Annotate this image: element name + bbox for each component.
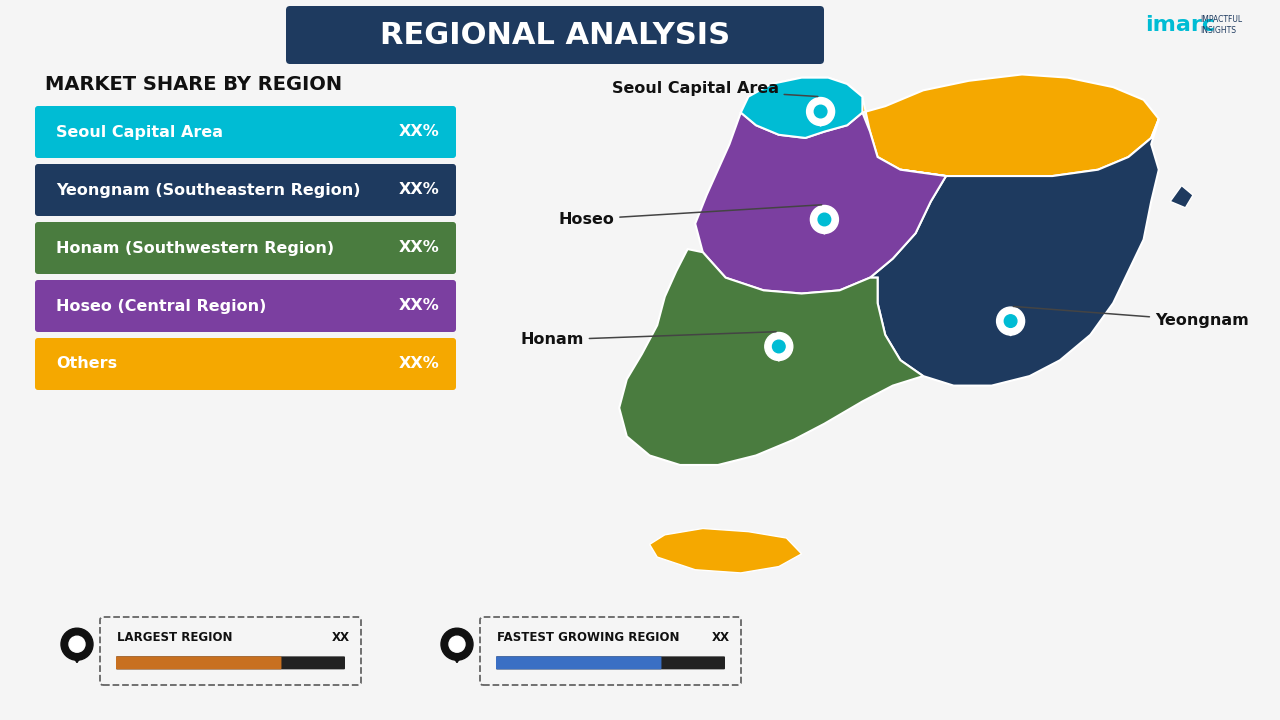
FancyBboxPatch shape: [35, 222, 456, 274]
Circle shape: [449, 636, 465, 652]
Text: Hoseo: Hoseo: [558, 204, 822, 227]
Polygon shape: [741, 78, 863, 138]
Circle shape: [765, 333, 792, 361]
Circle shape: [810, 205, 838, 233]
Text: MARKET SHARE BY REGION: MARKET SHARE BY REGION: [45, 76, 342, 94]
Text: Seoul Capital Area: Seoul Capital Area: [612, 81, 818, 96]
FancyBboxPatch shape: [100, 617, 361, 685]
Text: XX%: XX%: [398, 299, 439, 313]
Polygon shape: [1002, 323, 1019, 336]
Text: XX%: XX%: [398, 356, 439, 372]
Circle shape: [997, 307, 1024, 335]
Polygon shape: [448, 647, 467, 662]
Circle shape: [773, 340, 785, 353]
Text: LARGEST REGION: LARGEST REGION: [116, 631, 233, 644]
Text: Seoul Capital Area: Seoul Capital Area: [56, 125, 223, 140]
Text: XX%: XX%: [398, 240, 439, 256]
Text: Honam (Southwestern Region): Honam (Southwestern Region): [56, 240, 334, 256]
Polygon shape: [813, 114, 829, 126]
Text: Honam: Honam: [521, 332, 776, 347]
Text: IMPACTFUL
INSIGHTS: IMPACTFUL INSIGHTS: [1201, 14, 1242, 35]
Text: Others: Others: [56, 356, 118, 372]
Polygon shape: [695, 112, 946, 294]
Polygon shape: [817, 222, 833, 234]
FancyBboxPatch shape: [116, 657, 282, 670]
Text: XX%: XX%: [398, 125, 439, 140]
Circle shape: [61, 628, 93, 660]
Text: Yeongnam: Yeongnam: [1014, 307, 1249, 328]
Polygon shape: [771, 348, 787, 361]
Text: XX: XX: [712, 631, 730, 644]
Polygon shape: [741, 74, 1158, 176]
FancyBboxPatch shape: [497, 657, 662, 670]
Text: Yeongnam (Southeastern Region): Yeongnam (Southeastern Region): [56, 182, 361, 197]
Text: XX%: XX%: [398, 182, 439, 197]
FancyBboxPatch shape: [35, 280, 456, 332]
Polygon shape: [1170, 186, 1193, 208]
Text: imarc: imarc: [1146, 15, 1215, 35]
Text: REGIONAL ANALYSIS: REGIONAL ANALYSIS: [380, 20, 730, 50]
Polygon shape: [870, 119, 1158, 386]
FancyBboxPatch shape: [285, 6, 824, 64]
Circle shape: [1005, 315, 1016, 328]
Circle shape: [442, 628, 474, 660]
Text: FASTEST GROWING REGION: FASTEST GROWING REGION: [497, 631, 680, 644]
FancyBboxPatch shape: [35, 164, 456, 216]
FancyBboxPatch shape: [35, 338, 456, 390]
Polygon shape: [68, 647, 87, 662]
FancyBboxPatch shape: [116, 657, 346, 670]
Text: XX: XX: [332, 631, 349, 644]
FancyBboxPatch shape: [35, 106, 456, 158]
FancyBboxPatch shape: [480, 617, 741, 685]
Circle shape: [806, 97, 835, 125]
Circle shape: [814, 105, 827, 118]
Polygon shape: [650, 528, 801, 573]
Polygon shape: [620, 249, 923, 465]
Circle shape: [818, 213, 831, 226]
FancyBboxPatch shape: [497, 657, 724, 670]
Text: Hoseo (Central Region): Hoseo (Central Region): [56, 299, 266, 313]
Circle shape: [69, 636, 84, 652]
